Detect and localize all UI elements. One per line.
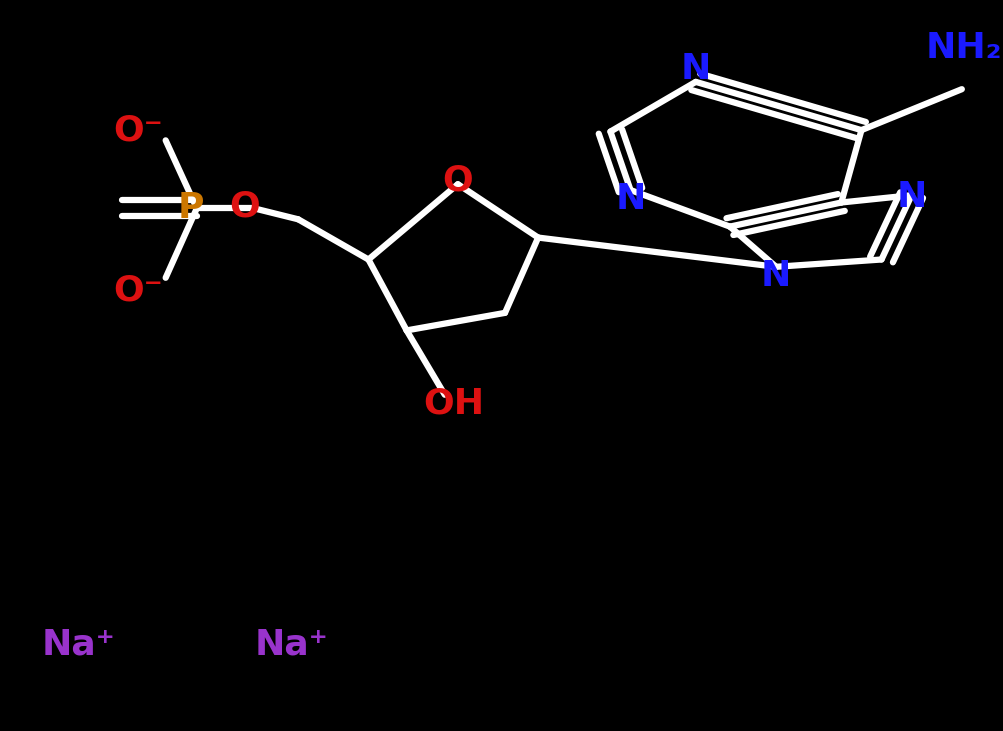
Text: NH₂: NH₂ — [925, 31, 1001, 64]
Text: P: P — [178, 192, 204, 225]
Text: N: N — [760, 260, 790, 293]
Text: OH: OH — [423, 387, 483, 420]
Text: O⁻: O⁻ — [113, 113, 163, 147]
Text: O: O — [442, 164, 472, 197]
Text: N: N — [680, 53, 710, 86]
Text: Na⁺: Na⁺ — [41, 628, 115, 662]
Text: O: O — [230, 189, 260, 223]
Text: Na⁺: Na⁺ — [254, 628, 328, 662]
Text: O⁻: O⁻ — [113, 274, 163, 308]
Text: N: N — [896, 181, 926, 214]
Text: N: N — [615, 182, 645, 216]
